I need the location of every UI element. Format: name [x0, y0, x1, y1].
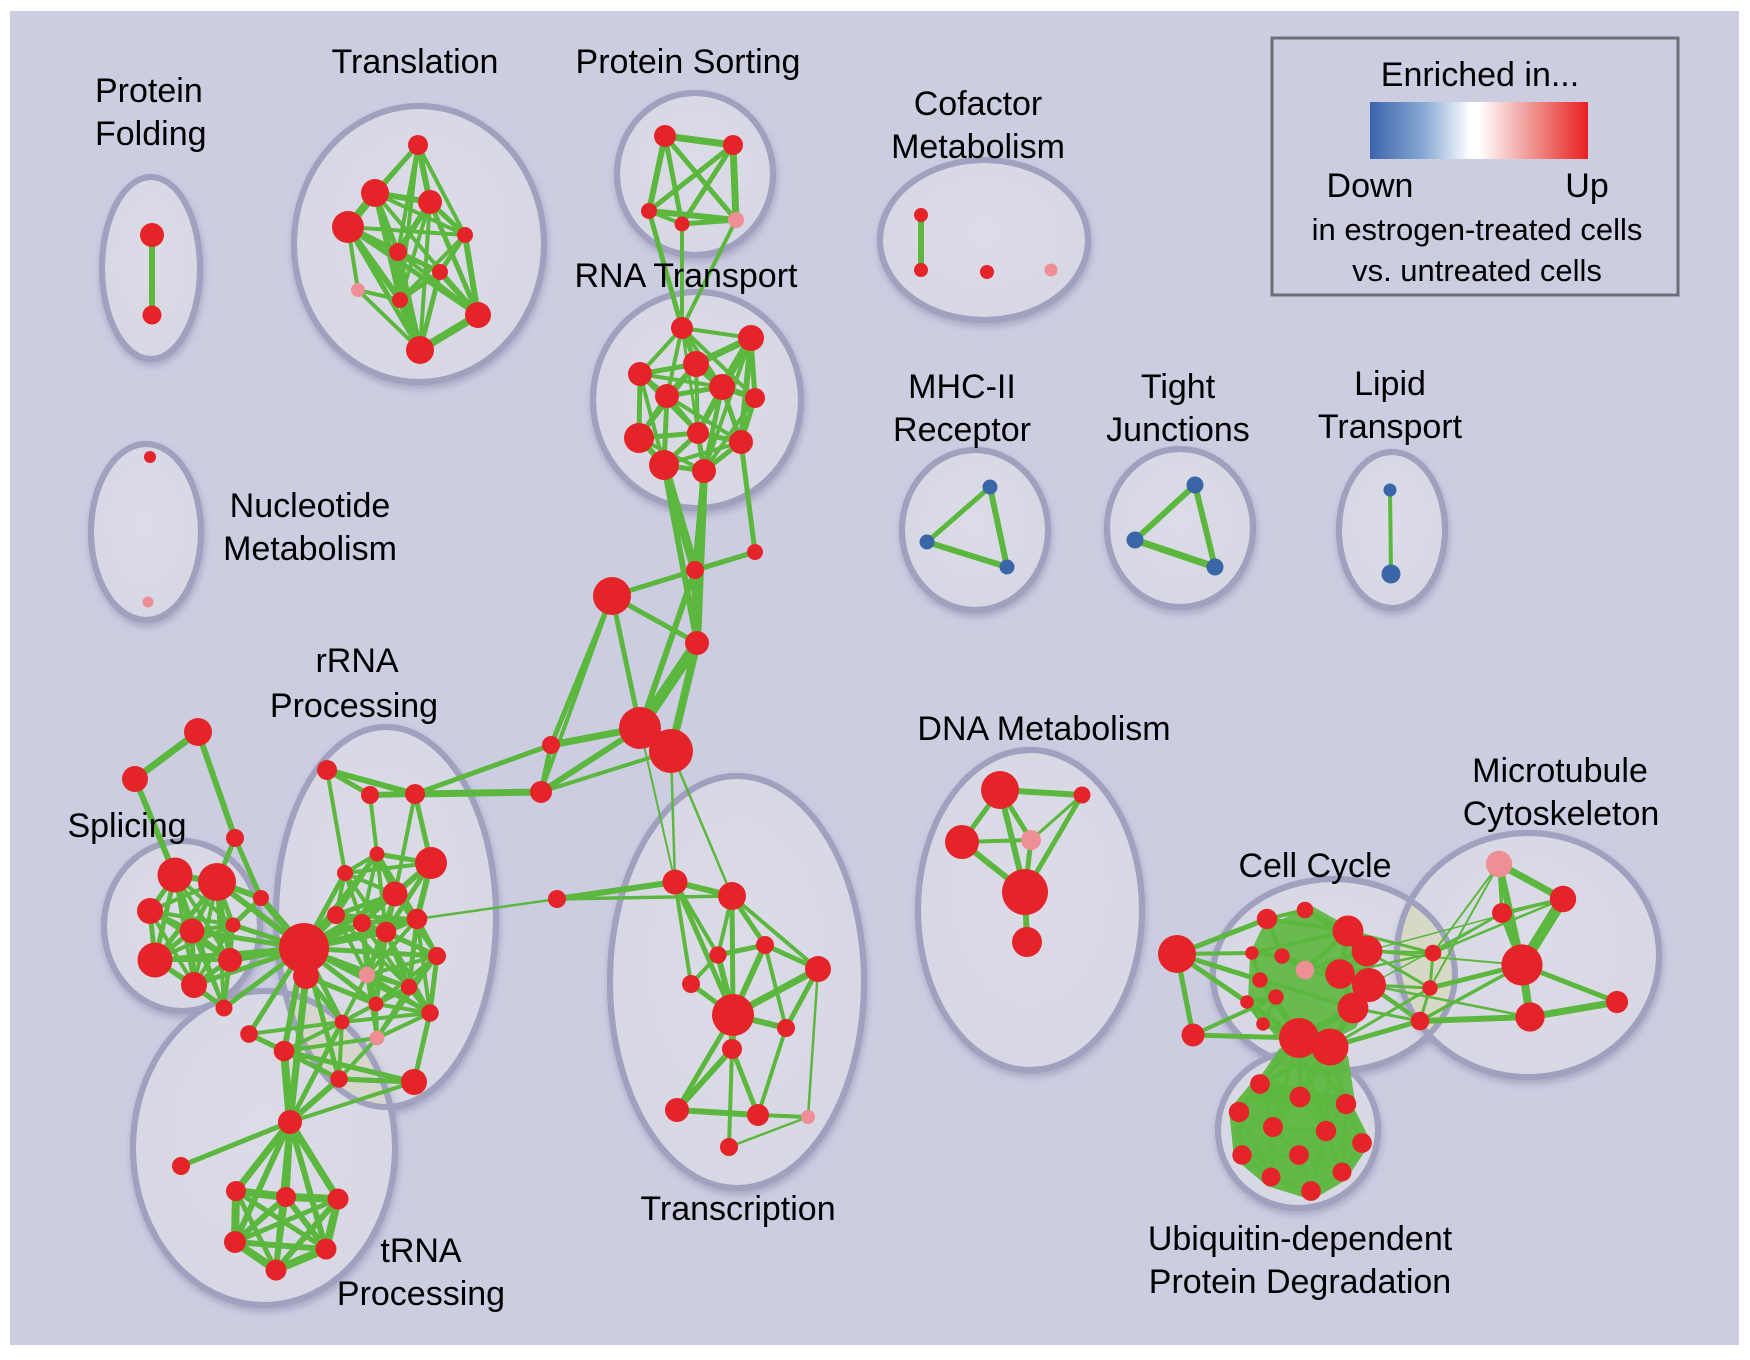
svg-text:Processing: Processing	[270, 687, 438, 725]
svg-text:Folding: Folding	[95, 115, 207, 153]
svg-text:Receptor: Receptor	[893, 411, 1031, 449]
svg-text:Protein Sorting: Protein Sorting	[576, 43, 801, 81]
svg-text:tRNA: tRNA	[380, 1232, 462, 1270]
svg-text:MHC-II: MHC-II	[908, 368, 1016, 406]
svg-text:DNA Metabolism: DNA Metabolism	[917, 710, 1170, 748]
svg-text:Processing: Processing	[337, 1275, 505, 1313]
svg-text:Transport: Transport	[1318, 408, 1463, 446]
svg-text:in estrogen-treated cells: in estrogen-treated cells	[1312, 212, 1643, 247]
svg-text:Cofactor: Cofactor	[914, 85, 1043, 123]
svg-text:Up: Up	[1565, 167, 1608, 205]
svg-text:Translation: Translation	[332, 43, 499, 81]
svg-text:Metabolism: Metabolism	[223, 530, 397, 568]
svg-text:rRNA: rRNA	[315, 642, 398, 680]
svg-text:Down: Down	[1327, 167, 1414, 205]
svg-text:Lipid: Lipid	[1354, 365, 1426, 403]
svg-text:Cell Cycle: Cell Cycle	[1238, 847, 1391, 885]
svg-text:Transcription: Transcription	[640, 1190, 835, 1228]
svg-text:Enriched in...: Enriched in...	[1381, 56, 1579, 94]
svg-text:Splicing: Splicing	[67, 807, 186, 845]
svg-text:Ubiquitin-dependent: Ubiquitin-dependent	[1148, 1220, 1453, 1258]
svg-text:Metabolism: Metabolism	[891, 128, 1065, 166]
svg-text:Protein: Protein	[95, 72, 203, 110]
svg-text:RNA Transport: RNA Transport	[575, 257, 799, 295]
svg-text:Tight: Tight	[1141, 368, 1216, 406]
svg-text:Junctions: Junctions	[1106, 411, 1250, 449]
svg-text:Microtubule: Microtubule	[1472, 752, 1648, 790]
svg-text:Cytoskeleton: Cytoskeleton	[1463, 795, 1660, 833]
svg-text:Nucleotide: Nucleotide	[230, 487, 391, 525]
svg-text:vs. untreated cells: vs. untreated cells	[1352, 253, 1602, 288]
svg-text:Protein Degradation: Protein Degradation	[1149, 1263, 1451, 1301]
